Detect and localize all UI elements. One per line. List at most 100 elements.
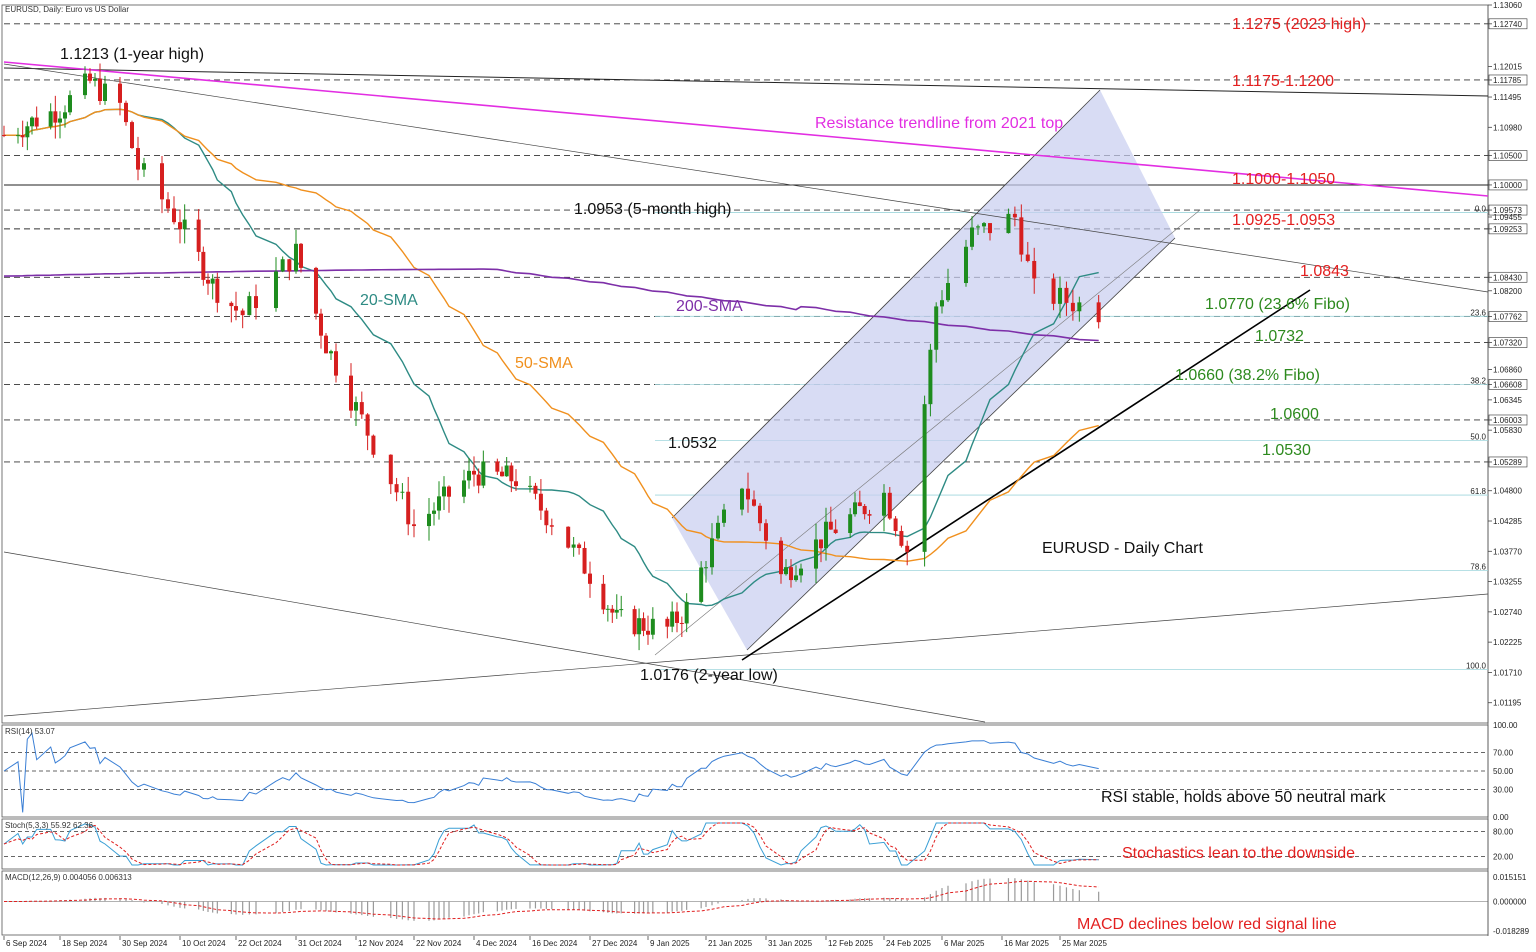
candle-body bbox=[240, 310, 245, 316]
candle-body bbox=[964, 246, 968, 284]
time-axis-label: 4 Dec 2024 bbox=[476, 939, 517, 948]
macd-signal-line bbox=[4, 880, 1099, 920]
price-axis-label: 1.06608 bbox=[1493, 380, 1522, 389]
candle-body bbox=[1058, 287, 1062, 304]
channel-lower bbox=[746, 237, 1176, 651]
candle-body bbox=[746, 488, 750, 500]
price-axis-label: 1.02225 bbox=[1493, 638, 1522, 647]
candle-body bbox=[48, 111, 53, 127]
macd-axis-label: -0.018289 bbox=[1493, 927, 1530, 936]
candle-body bbox=[988, 223, 992, 234]
annotation-5-month-high: 1.0953 (5-month high) bbox=[574, 201, 731, 218]
candle-body bbox=[848, 514, 853, 533]
candle-body bbox=[784, 567, 788, 575]
price-axis-label: 1.05830 bbox=[1493, 426, 1522, 435]
candle-body bbox=[1064, 287, 1069, 303]
candle-body bbox=[201, 251, 206, 280]
candle-body bbox=[329, 351, 333, 354]
price-axis-label: 1.10980 bbox=[1493, 123, 1522, 132]
candle-body bbox=[514, 481, 518, 487]
candle-body bbox=[30, 117, 34, 127]
candle-body bbox=[500, 471, 504, 477]
candle-body bbox=[764, 523, 768, 541]
candle-body bbox=[582, 547, 587, 574]
sma-50-line bbox=[4, 108, 1099, 563]
stoch-axis-label: 20.00 bbox=[1493, 853, 1514, 862]
rsi-axis-label: 0.00 bbox=[1493, 813, 1509, 822]
candle-body bbox=[922, 404, 927, 552]
rsi-title: RSI(14) 53.07 bbox=[5, 727, 55, 736]
candle-body bbox=[88, 73, 92, 81]
time-axis-label: 16 Dec 2024 bbox=[532, 939, 578, 948]
time-axis-label: 10 Oct 2024 bbox=[182, 939, 226, 948]
candle-body bbox=[472, 470, 476, 475]
label-20-sma: 20-SMA bbox=[360, 292, 418, 309]
candle-body bbox=[605, 608, 610, 610]
price-axis-label: 1.12015 bbox=[1493, 62, 1522, 71]
candle-body bbox=[166, 199, 170, 209]
candle-body bbox=[544, 510, 549, 526]
candle-body bbox=[549, 525, 554, 527]
price-axis-label: 1.05289 bbox=[1493, 458, 1522, 467]
annotation-1-year-high: 1.1213 (1-year high) bbox=[60, 46, 204, 63]
candle-body bbox=[319, 313, 323, 336]
time-axis-label: 6 Mar 2025 bbox=[944, 939, 985, 948]
price-axis-label: 1.06345 bbox=[1493, 396, 1522, 405]
price-axis-box bbox=[1488, 379, 1528, 390]
candle-body bbox=[934, 306, 939, 350]
candle-body bbox=[1012, 213, 1017, 218]
candle-body bbox=[675, 611, 679, 623]
candle-body bbox=[1006, 213, 1011, 234]
candle-body bbox=[509, 465, 514, 482]
candle-body bbox=[601, 583, 606, 610]
annotation-0530: 1.0530 bbox=[1262, 442, 1311, 459]
time-axis-label: 12 Nov 2024 bbox=[358, 939, 404, 948]
candle-body bbox=[619, 609, 624, 611]
price-axis-box bbox=[1488, 414, 1528, 426]
price-axis-box bbox=[1488, 204, 1528, 216]
candle-body bbox=[481, 461, 486, 486]
candle-body bbox=[614, 609, 619, 613]
candle-body bbox=[899, 531, 904, 546]
price-axis-label: 1.06860 bbox=[1493, 366, 1522, 375]
fib-label: 50.0 bbox=[1470, 433, 1486, 442]
annotation-macd: MACD declines below red signal line bbox=[1077, 916, 1337, 933]
annotation-stochastics: Stochastics lean to the downside bbox=[1122, 845, 1355, 862]
candle-body bbox=[394, 484, 399, 493]
candle-body bbox=[670, 611, 675, 627]
candle-body bbox=[814, 539, 818, 569]
label-50-sma: 50-SMA bbox=[515, 355, 573, 372]
time-axis-label: 31 Oct 2024 bbox=[298, 939, 342, 948]
macd-axis-label: 0.015151 bbox=[1493, 873, 1527, 882]
candle-body bbox=[722, 509, 726, 523]
rsi-line bbox=[3, 732, 1099, 813]
candle-body bbox=[862, 506, 867, 515]
candle-body bbox=[577, 544, 582, 548]
candle-body bbox=[412, 524, 416, 527]
candle-body bbox=[130, 122, 134, 149]
candle-body bbox=[1077, 302, 1082, 312]
time-axis-label: 22 Oct 2024 bbox=[238, 939, 282, 948]
annotation-0843: 1.0843 bbox=[1300, 263, 1349, 280]
candle-body bbox=[566, 526, 571, 548]
candle-body bbox=[946, 283, 950, 301]
candle-body bbox=[679, 622, 684, 624]
candle-body bbox=[905, 545, 910, 552]
candle-body bbox=[254, 296, 258, 309]
candle-body bbox=[427, 513, 431, 527]
candle-body bbox=[294, 243, 298, 272]
candle-body bbox=[34, 117, 39, 127]
fib-label: 78.6 bbox=[1470, 563, 1486, 572]
annotation-2023-high: 1.1275 (2023 high) bbox=[1232, 16, 1366, 33]
candle-body bbox=[467, 470, 471, 481]
channel-upper bbox=[671, 89, 1101, 519]
candle-body bbox=[2, 134, 6, 136]
candle-body bbox=[182, 219, 187, 230]
candle-body bbox=[495, 461, 500, 472]
candle-body bbox=[853, 502, 857, 515]
candle-body bbox=[136, 148, 140, 170]
macd-title: MACD(12,26,9) 0.004056 0.006313 bbox=[5, 873, 132, 882]
candle-body bbox=[210, 278, 215, 284]
fib-label: 38.2 bbox=[1470, 376, 1486, 385]
